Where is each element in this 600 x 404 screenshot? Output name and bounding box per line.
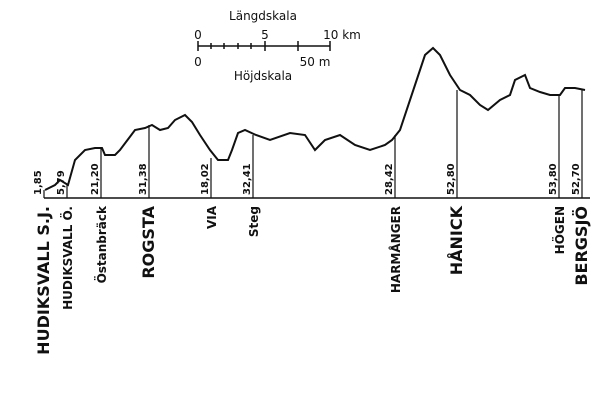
length-tick: 0 [194, 28, 202, 42]
station-height: 28,42 [384, 163, 395, 195]
station-height: 1,85 [33, 170, 44, 195]
height-tick: 0 [194, 55, 202, 69]
station-height: 52,70 [571, 163, 582, 195]
station-name: HARMÅNGER [388, 206, 403, 293]
station-height: 52,80 [446, 163, 457, 195]
length-scale-title: Längdskala [229, 9, 297, 23]
station-height: 5,79 [56, 170, 67, 195]
station-name: Steg [247, 206, 261, 237]
station-name: HUDIKSVALL S.J. [34, 206, 53, 355]
station-name: VIA [205, 205, 219, 229]
station-name: Östanbräck [94, 205, 109, 283]
height-scale-title: Höjdskala [234, 69, 292, 83]
station-height: 53,80 [548, 163, 559, 195]
station-name: HÖGEN [552, 206, 567, 254]
station-height: 32,41 [242, 163, 253, 195]
station-name: HÅNICK [447, 205, 466, 275]
length-tick: 10 km [323, 28, 361, 42]
height-tick: 50 m [300, 55, 331, 69]
stations: 1,85 HUDIKSVALL S.J.5,79 HUDIKSVALL Ö. 21,2… [33, 90, 591, 355]
length-tick: 5 [261, 28, 269, 42]
elevation-profile [44, 46, 586, 191]
station-height: 21,20 [90, 163, 101, 195]
station-name: HUDIKSVALL Ö. [60, 206, 75, 310]
station-height: 31,38 [138, 163, 149, 195]
station-name: ROGSTA [139, 205, 158, 278]
station-height: 18,02 [200, 163, 211, 195]
scale-bar [197, 41, 331, 51]
station-name: BERGSJÖ [572, 206, 591, 286]
